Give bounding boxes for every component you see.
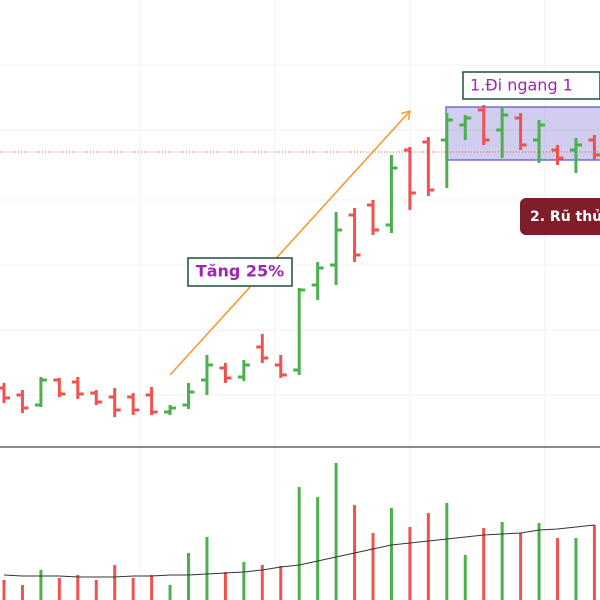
volume-bar bbox=[556, 538, 559, 600]
annotation-box bbox=[187, 257, 293, 287]
volume-bar bbox=[334, 463, 338, 600]
annotation-box bbox=[462, 71, 600, 100]
volume-bar bbox=[592, 525, 596, 600]
volume-bar bbox=[463, 555, 467, 600]
volume-bar bbox=[500, 522, 504, 600]
volume-bar bbox=[113, 565, 117, 600]
volume-bar bbox=[76, 575, 80, 600]
volume-bar bbox=[223, 572, 227, 600]
annotation: 1.Đi ngang 1 bbox=[470, 76, 573, 95]
volume-bar bbox=[260, 565, 264, 600]
volume-bar bbox=[150, 575, 154, 600]
volume-bar bbox=[2, 580, 6, 600]
annotation-box bbox=[520, 198, 600, 235]
volume-bar bbox=[445, 503, 449, 600]
volume-bar bbox=[426, 513, 430, 600]
volume-bar bbox=[187, 553, 190, 600]
moving-average bbox=[3, 524, 595, 578]
volume-bar bbox=[168, 585, 172, 600]
volume-bar bbox=[57, 578, 61, 600]
volume-bar bbox=[242, 562, 246, 600]
volume-bar bbox=[20, 585, 24, 600]
volume-bar bbox=[39, 570, 43, 600]
volume-bar bbox=[279, 566, 283, 600]
volume-bar bbox=[316, 497, 320, 600]
volume-bar bbox=[408, 527, 412, 600]
volume-bar bbox=[574, 538, 578, 600]
volume-bar bbox=[205, 537, 209, 600]
volume-bar bbox=[371, 533, 375, 600]
volume-bar bbox=[297, 487, 301, 600]
annotation: 2. Rũ thử bbox=[530, 209, 600, 225]
volume-bar bbox=[482, 528, 486, 600]
trend-arrow bbox=[169, 111, 410, 376]
volume-bar bbox=[389, 508, 393, 600]
volume-bar bbox=[519, 533, 523, 600]
annotation: Tăng 25% bbox=[196, 262, 284, 281]
volume-bar bbox=[94, 580, 98, 600]
volume-bar bbox=[131, 578, 135, 600]
volume-bar bbox=[537, 523, 541, 600]
